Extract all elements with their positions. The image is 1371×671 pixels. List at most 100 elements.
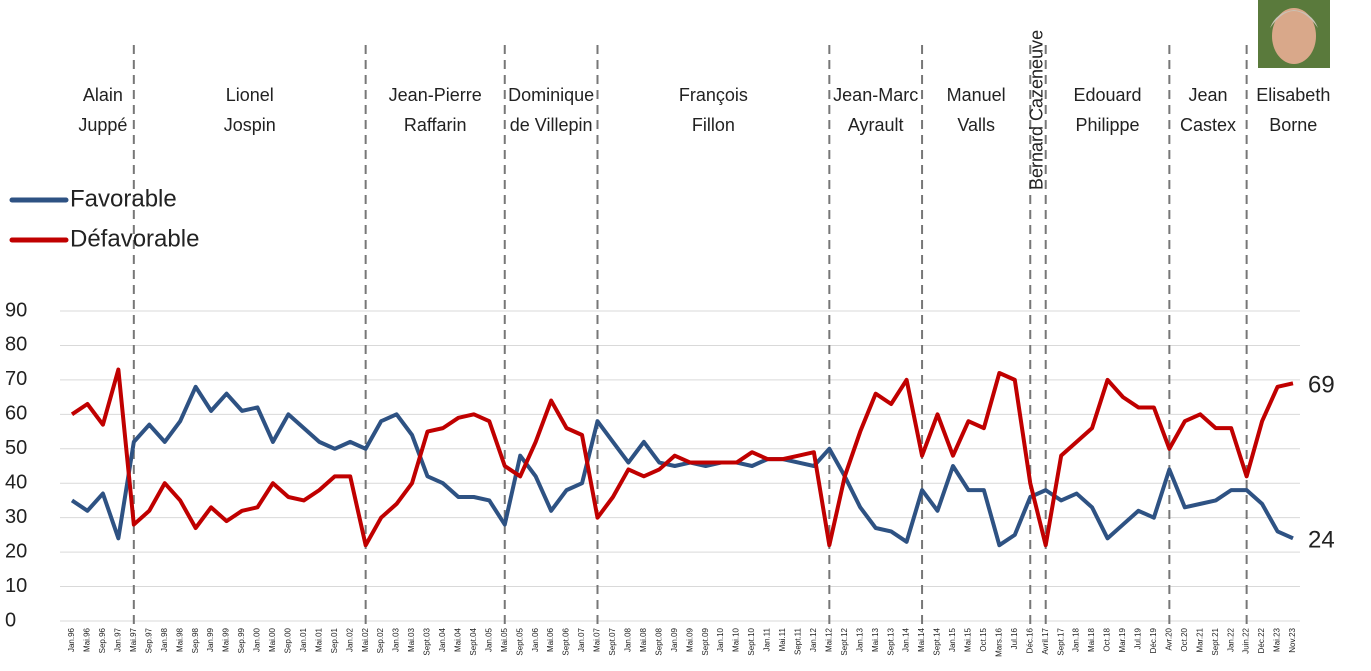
x-tick-label: Oct.15 xyxy=(979,627,988,651)
period-label: Jospin xyxy=(224,115,276,135)
x-tick-label: Sept.09 xyxy=(701,627,710,655)
y-tick-label: 40 xyxy=(5,472,27,494)
x-tick-label: Jan.14 xyxy=(902,627,911,652)
x-tick-label: Oct.18 xyxy=(1103,627,1112,651)
end-label: 69 xyxy=(1308,372,1335,399)
x-tick-label: Sep.96 xyxy=(98,627,107,653)
x-tick-label: Sept.21 xyxy=(1211,627,1220,655)
x-tick-label: Mai.04 xyxy=(454,627,463,652)
x-tick-label: Déc.16 xyxy=(1025,627,1034,653)
x-tick-label: Jan.22 xyxy=(1226,627,1235,652)
x-tick-label: Jan.18 xyxy=(1072,627,1081,652)
x-tick-label: Sept.11 xyxy=(794,627,803,655)
x-tick-label: Jan.98 xyxy=(160,627,169,652)
x-tick-label: Mai.06 xyxy=(546,627,555,652)
period-label: Lionel xyxy=(226,85,274,105)
x-tick-label: Mar.19 xyxy=(1118,627,1127,652)
x-tick-label: Sep.98 xyxy=(191,627,200,653)
legend-label: Défavorable xyxy=(70,225,199,252)
period-label: Manuel xyxy=(947,85,1006,105)
period-label: Dominique xyxy=(508,85,594,105)
period-label: Borne xyxy=(1269,115,1317,135)
x-tick-label: Jan.08 xyxy=(624,627,633,652)
y-tick-label: 70 xyxy=(5,368,27,390)
x-tick-label: Jan.02 xyxy=(345,627,354,652)
x-tick-label: Jul.16 xyxy=(1010,627,1019,649)
x-tick-label: Jul.19 xyxy=(1134,627,1143,649)
x-tick-label: Mai.96 xyxy=(83,627,92,652)
x-tick-label: Mai.99 xyxy=(222,627,231,652)
x-tick-label: Sept.13 xyxy=(886,627,895,655)
period-label: Valls xyxy=(957,115,995,135)
x-tick-label: Sep.00 xyxy=(283,627,292,653)
x-tick-label: Déc.22 xyxy=(1257,627,1266,653)
period-label: Bernard Cazeneuve xyxy=(1027,30,1047,190)
photo xyxy=(1258,0,1330,68)
series-line xyxy=(70,367,1294,548)
x-tick-label: Sep.02 xyxy=(376,627,385,653)
y-tick-label: 0 xyxy=(5,609,16,631)
period-label: Philippe xyxy=(1076,115,1140,135)
x-tick-label: Mai.13 xyxy=(871,627,880,652)
x-tick-label: Sept.12 xyxy=(840,627,849,655)
period-label: François xyxy=(679,85,748,105)
y-tick-label: 30 xyxy=(5,506,27,528)
x-tick-label: Mai.12 xyxy=(824,627,833,652)
x-tick-label: Mai.23 xyxy=(1273,627,1282,652)
x-tick-label: Sept.08 xyxy=(654,627,663,655)
x-tick-label: Jan.00 xyxy=(253,627,262,652)
x-tick-label: Avr.20 xyxy=(1164,627,1173,650)
x-tick-label: Déc.19 xyxy=(1149,627,1158,653)
x-tick-label: Sept.04 xyxy=(469,627,478,655)
x-tick-label: Mai.05 xyxy=(500,627,509,652)
period-label: Ayrault xyxy=(848,115,904,135)
x-tick-label: Jan.05 xyxy=(484,627,493,652)
x-tick-label: Sept.06 xyxy=(562,627,571,655)
x-tick-label: Mai.01 xyxy=(314,627,323,652)
period-label: Alain xyxy=(83,85,123,105)
period-label: de Villepin xyxy=(510,115,593,135)
x-tick-label: Mar.21 xyxy=(1195,627,1204,652)
x-tick-label: Mai.14 xyxy=(917,627,926,652)
x-tick-label: Mai.97 xyxy=(129,627,138,652)
x-tick-label: Jan.10 xyxy=(716,627,725,652)
x-tick-label: Mai.08 xyxy=(639,627,648,652)
x-tick-label: Jan.97 xyxy=(113,627,122,652)
series-line xyxy=(70,384,1294,548)
period-label: Juppé xyxy=(78,115,127,135)
x-tick-label: Sept.14 xyxy=(933,627,942,655)
x-tick-label: Mai.10 xyxy=(732,627,741,652)
period-label: Castex xyxy=(1180,115,1236,135)
x-tick-label: Mai.15 xyxy=(964,627,973,652)
end-label: 24 xyxy=(1308,527,1335,554)
period-label: Fillon xyxy=(692,115,735,135)
x-tick-label: Juin.22 xyxy=(1242,627,1251,653)
x-tick-label: Jan.13 xyxy=(855,627,864,652)
x-tick-label: Sep.99 xyxy=(237,627,246,653)
x-tick-label: Sept.05 xyxy=(515,627,524,655)
period-label: Edouard xyxy=(1074,85,1142,105)
period-label: Elisabeth xyxy=(1256,85,1330,105)
x-tick-label: Sept.03 xyxy=(423,627,432,655)
x-tick-label: Jan.15 xyxy=(948,627,957,652)
x-tick-label: Jan.03 xyxy=(392,627,401,652)
x-tick-label: Jan.06 xyxy=(531,627,540,652)
x-tick-label: Jan.96 xyxy=(67,627,76,652)
y-tick-label: 20 xyxy=(5,540,27,562)
x-tick-label: Mai.02 xyxy=(361,627,370,652)
x-tick-label: Oct.20 xyxy=(1180,627,1189,651)
x-tick-label: Nov.23 xyxy=(1288,627,1297,652)
y-tick-label: 60 xyxy=(5,403,27,425)
x-tick-label: Mai.98 xyxy=(175,627,184,652)
x-tick-label: Sep.01 xyxy=(330,627,339,653)
x-tick-label: Jan.11 xyxy=(763,627,772,651)
x-tick-label: Mai.18 xyxy=(1087,627,1096,652)
x-tick-label: Jan.07 xyxy=(577,627,586,652)
x-tick-label: Jan.99 xyxy=(206,627,215,652)
period-label: Jean-Marc xyxy=(833,85,918,105)
y-tick-label: 80 xyxy=(5,334,27,356)
x-tick-label: Sept.17 xyxy=(1056,627,1065,655)
x-tick-label: Mai.11 xyxy=(778,627,787,651)
